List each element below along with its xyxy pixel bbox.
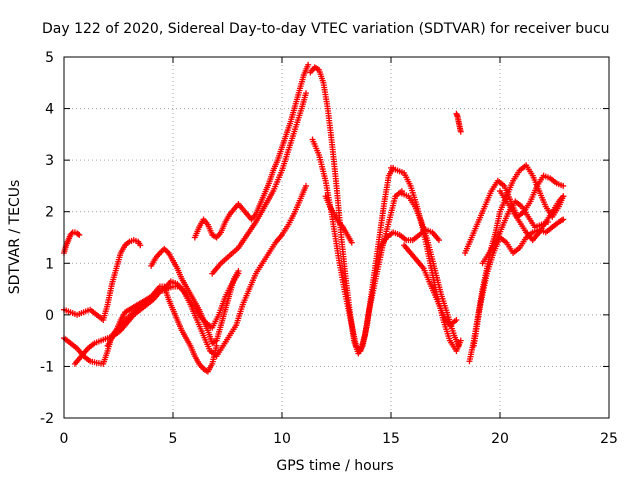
x-tick-label: 0 bbox=[60, 431, 69, 447]
y-tick-label: 1 bbox=[45, 256, 54, 272]
y-tick-label: 2 bbox=[45, 205, 54, 221]
series-track-15 bbox=[401, 242, 460, 329]
data-point-marker bbox=[560, 193, 567, 200]
series-track-2 bbox=[61, 237, 144, 324]
series-track-7 bbox=[191, 61, 312, 241]
data-point-marker bbox=[348, 239, 355, 246]
data-point-marker bbox=[560, 216, 567, 223]
data-point-marker bbox=[457, 128, 464, 135]
x-tick-label: 5 bbox=[169, 431, 178, 447]
series-track-1 bbox=[61, 229, 83, 256]
data-point-marker bbox=[457, 337, 464, 344]
data-point-marker bbox=[453, 317, 460, 324]
data-point-marker bbox=[560, 182, 567, 189]
y-tick-label: -1 bbox=[40, 359, 54, 375]
chart-title: Day 122 of 2020, Sidereal Day-to-day VTE… bbox=[42, 21, 610, 37]
data-points bbox=[61, 61, 567, 375]
data-point-marker bbox=[137, 242, 144, 249]
data-point-marker bbox=[68, 230, 75, 237]
plot-frame bbox=[63, 56, 610, 419]
y-tick-label: 5 bbox=[45, 50, 54, 66]
data-point-marker bbox=[75, 231, 82, 238]
x-tick-label: 10 bbox=[273, 431, 291, 447]
y-axis-title: SDTVAR / TECUs bbox=[7, 180, 23, 295]
series-track-11 bbox=[322, 193, 355, 246]
data-point-marker bbox=[213, 342, 220, 349]
y-tick-label: 0 bbox=[45, 308, 54, 324]
series-track-21 bbox=[497, 188, 567, 244]
series-track-3 bbox=[61, 283, 220, 375]
series-track-8 bbox=[209, 90, 309, 277]
series-track-13 bbox=[398, 190, 462, 349]
series-track-16 bbox=[453, 110, 464, 135]
tick-labels: 0 5 10 15 20 25 -2 -1 0 1 2 3 4 5 bbox=[40, 50, 618, 447]
y-tick-label: -2 bbox=[40, 411, 54, 427]
x-tick-label: 20 bbox=[491, 431, 509, 447]
y-tick-label: 4 bbox=[45, 102, 54, 118]
data-point-marker bbox=[305, 61, 312, 68]
x-tick-label: 25 bbox=[600, 431, 618, 447]
data-point-marker bbox=[455, 342, 462, 349]
data-point-marker bbox=[302, 90, 309, 97]
axis-ticks bbox=[63, 56, 610, 419]
y-tick-label: 3 bbox=[45, 153, 54, 169]
x-tick-label: 15 bbox=[382, 431, 400, 447]
grid bbox=[64, 57, 609, 418]
series-track-14 bbox=[377, 226, 442, 251]
x-axis-title: GPS time / hours bbox=[276, 458, 393, 474]
series-track-6 bbox=[148, 245, 242, 347]
series-track-19 bbox=[470, 216, 567, 349]
data-point-marker bbox=[235, 268, 242, 275]
data-point-marker bbox=[76, 231, 83, 238]
data-point-marker bbox=[302, 182, 309, 189]
series-track-20 bbox=[479, 198, 551, 267]
series-track-5 bbox=[104, 182, 309, 360]
data-point-marker bbox=[435, 237, 442, 244]
